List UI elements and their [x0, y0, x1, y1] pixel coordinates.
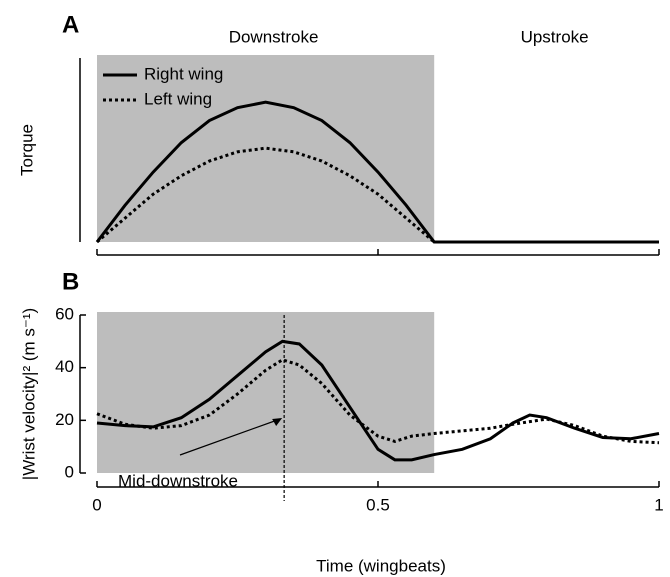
annotation-text: Mid-downstroke — [118, 471, 238, 490]
shaded-region — [97, 55, 435, 242]
panel-label: A — [62, 11, 79, 38]
arrow-head — [272, 418, 283, 426]
panel-label: B — [62, 268, 79, 295]
series-line — [96, 339, 660, 462]
y-axis-label: Torque — [17, 124, 36, 176]
phase-label: Downstroke — [229, 27, 319, 46]
series-line — [96, 146, 659, 244]
y-axis-label: |Wrist velocity|² (m s⁻¹) — [19, 308, 38, 480]
legend-label: Right wing — [144, 64, 223, 83]
x-tick-label: 0.5 — [366, 495, 390, 514]
y-tick-label: 0 — [65, 462, 74, 481]
shaded-region — [97, 312, 435, 473]
legend-label: Left wing — [144, 89, 212, 108]
y-tick-label: 60 — [55, 304, 74, 323]
phase-label: Upstroke — [521, 27, 589, 46]
y-tick-label: 40 — [55, 357, 74, 376]
x-tick-label: 0 — [92, 495, 101, 514]
y-tick-label: 20 — [55, 410, 74, 429]
x-tick-label: 1 — [654, 495, 663, 514]
annotation-arrow — [179, 418, 281, 456]
x-axis-label: Time (wingbeats) — [316, 556, 446, 575]
